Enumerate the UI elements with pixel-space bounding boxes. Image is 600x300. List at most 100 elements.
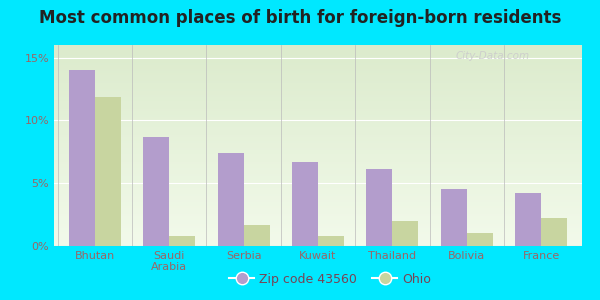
Bar	[541, 218, 567, 246]
Bar	[54, 45, 582, 47]
Bar	[54, 65, 582, 67]
Bar	[54, 228, 582, 230]
Bar	[54, 63, 582, 65]
Bar	[54, 117, 582, 119]
Bar	[69, 70, 95, 246]
Bar	[54, 169, 582, 172]
Bar	[54, 208, 582, 210]
Bar	[169, 236, 195, 246]
Bar	[54, 180, 582, 182]
Bar	[54, 49, 582, 51]
Bar	[54, 107, 582, 109]
Bar	[54, 128, 582, 129]
Bar	[54, 71, 582, 73]
Bar	[318, 236, 344, 246]
Bar	[54, 226, 582, 228]
Bar	[54, 166, 582, 168]
Bar	[54, 91, 582, 93]
Bar	[367, 169, 392, 246]
Bar	[54, 216, 582, 218]
Bar	[54, 224, 582, 226]
Bar	[54, 230, 582, 232]
Bar	[54, 131, 582, 134]
Bar	[54, 222, 582, 224]
Bar	[54, 149, 582, 152]
Bar	[54, 202, 582, 204]
Bar	[54, 176, 582, 178]
Bar	[54, 119, 582, 122]
Bar	[54, 190, 582, 192]
Bar	[54, 204, 582, 206]
Bar	[54, 142, 582, 143]
Bar	[54, 210, 582, 212]
Bar	[54, 206, 582, 208]
Bar	[218, 153, 244, 246]
Bar	[54, 137, 582, 140]
Bar	[54, 97, 582, 99]
Bar	[54, 134, 582, 135]
Bar	[54, 220, 582, 222]
Bar	[54, 192, 582, 194]
Bar	[54, 83, 582, 85]
Bar	[54, 123, 582, 125]
Bar	[54, 196, 582, 198]
Bar	[54, 93, 582, 95]
Bar	[54, 77, 582, 79]
Bar	[54, 81, 582, 83]
Bar	[54, 73, 582, 75]
Text: City-Data.com: City-Data.com	[455, 51, 529, 61]
Bar	[54, 244, 582, 246]
Bar	[54, 154, 582, 155]
Bar	[54, 103, 582, 105]
Bar	[467, 233, 493, 246]
Bar	[54, 186, 582, 188]
Bar	[54, 194, 582, 196]
Bar	[54, 143, 582, 146]
Bar	[54, 200, 582, 202]
Bar	[54, 125, 582, 128]
Bar	[54, 168, 582, 169]
Bar	[392, 221, 418, 246]
Bar	[54, 188, 582, 190]
Bar	[54, 95, 582, 97]
Bar	[54, 55, 582, 57]
Bar	[515, 193, 541, 246]
Bar	[54, 232, 582, 234]
Bar	[54, 160, 582, 162]
Bar	[54, 164, 582, 166]
Bar	[54, 129, 582, 131]
Bar	[54, 53, 582, 55]
Bar	[54, 89, 582, 91]
Bar	[54, 148, 582, 149]
Bar	[292, 162, 318, 246]
Text: Most common places of birth for foreign-born residents: Most common places of birth for foreign-…	[39, 9, 561, 27]
Bar	[54, 184, 582, 186]
Bar	[54, 47, 582, 49]
Bar	[54, 236, 582, 238]
Bar	[54, 234, 582, 236]
Bar	[54, 57, 582, 59]
Bar	[54, 115, 582, 117]
Bar	[441, 190, 467, 246]
Bar	[54, 135, 582, 137]
Bar	[54, 85, 582, 87]
Bar	[54, 51, 582, 53]
Bar	[54, 155, 582, 158]
Bar	[54, 198, 582, 200]
Bar	[54, 113, 582, 115]
Bar	[54, 238, 582, 240]
Bar	[54, 111, 582, 113]
Bar	[54, 182, 582, 184]
Bar	[54, 146, 582, 148]
Bar	[54, 101, 582, 103]
Bar	[143, 137, 169, 246]
Bar	[54, 67, 582, 69]
Bar	[54, 79, 582, 81]
Bar	[54, 218, 582, 220]
Bar	[54, 152, 582, 154]
Bar	[54, 242, 582, 244]
Bar	[54, 172, 582, 174]
Bar	[54, 212, 582, 214]
Bar	[54, 178, 582, 180]
Bar	[54, 69, 582, 71]
